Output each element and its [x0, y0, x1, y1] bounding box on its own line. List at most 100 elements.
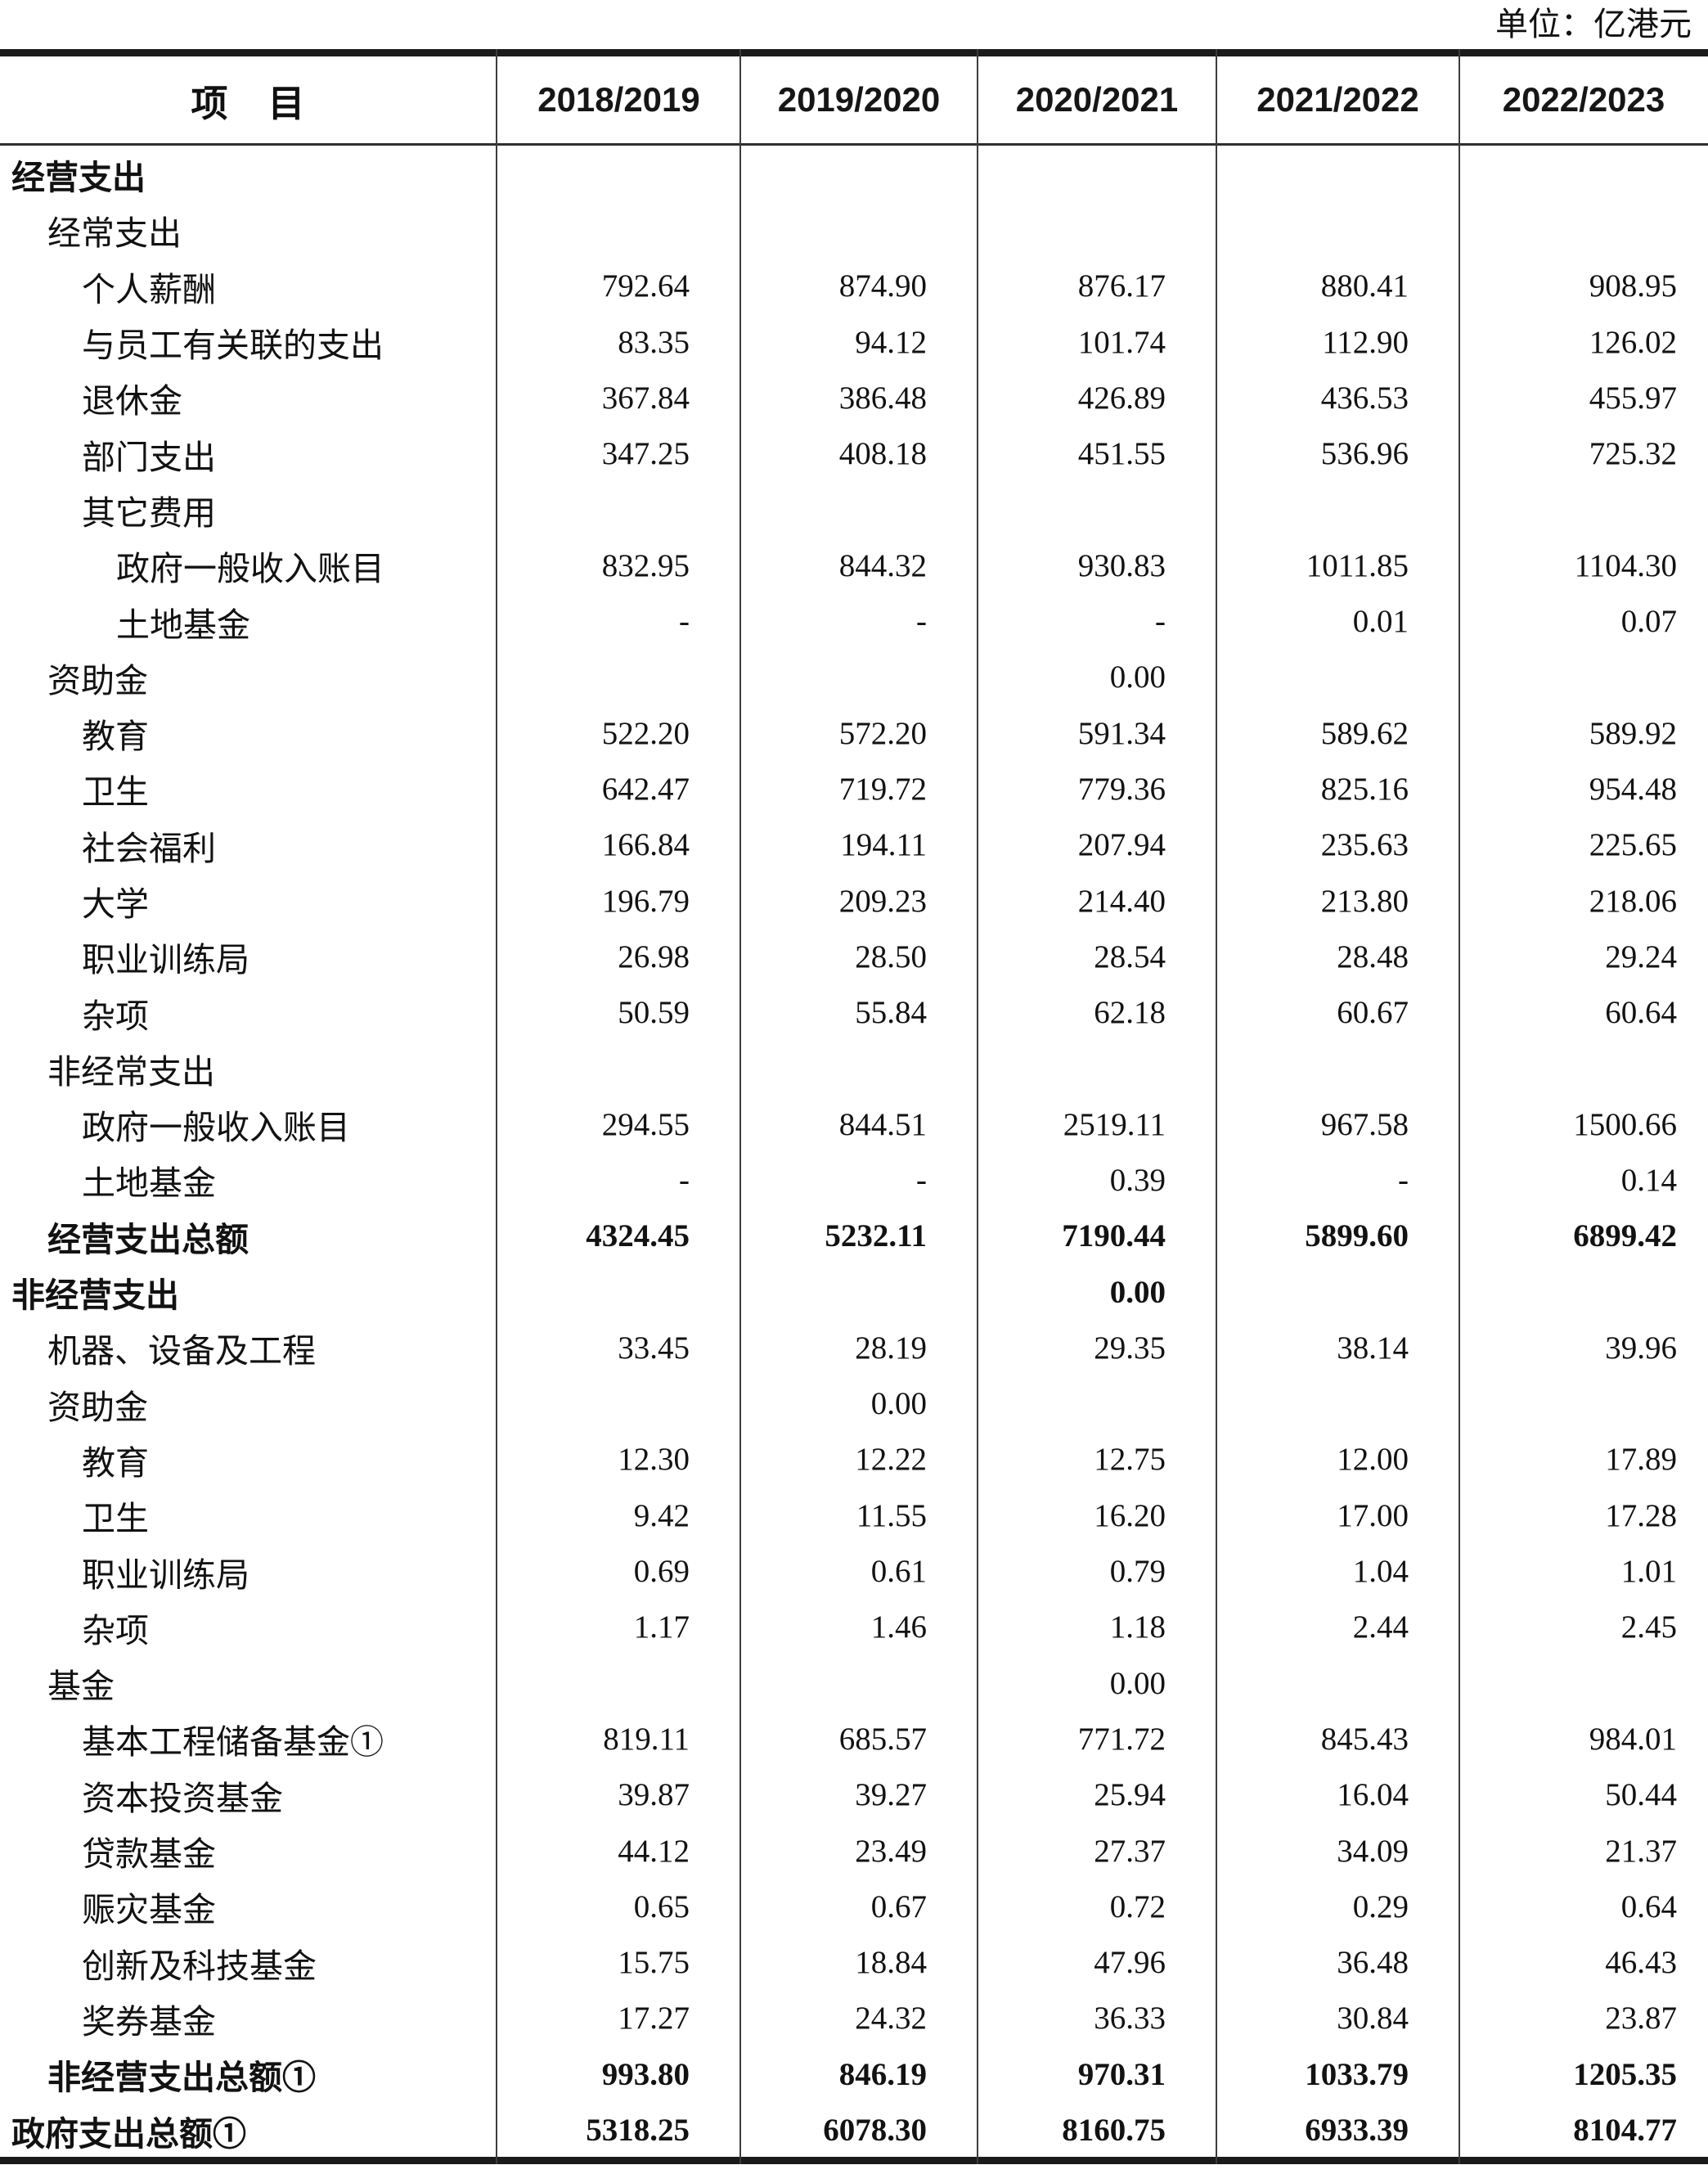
- table-row: 经营支出: [0, 146, 1708, 202]
- cell-value: 39.96: [1605, 1330, 1677, 1366]
- cell-value: 34.09: [1337, 1833, 1409, 1869]
- cell-value: 844.32: [838, 547, 927, 583]
- cell-value: 832.95: [601, 547, 690, 583]
- cell-value: 11.55: [856, 1497, 927, 1533]
- cell-value: 880.41: [1320, 268, 1409, 304]
- cell-value: 213.80: [1320, 883, 1409, 919]
- cell-value: 6933.39: [1305, 2113, 1409, 2149]
- row-label: 部门支出: [82, 438, 216, 476]
- cell-value: 970.31: [1077, 2056, 1166, 2092]
- column-divider: [1216, 49, 1217, 2164]
- cell-value: 26.98: [618, 938, 690, 974]
- cell-value: 572.20: [838, 715, 927, 751]
- cell-value: 908.95: [1589, 268, 1677, 304]
- cell-value: 0.07: [1620, 604, 1677, 640]
- cell-value: 12.22: [855, 1442, 927, 1478]
- row-label: 卫生: [82, 1500, 149, 1538]
- cell-value: 47.96: [1094, 1945, 1166, 1981]
- cell-value: -: [679, 1162, 690, 1198]
- year-column-header: 2022/2023: [1502, 80, 1665, 119]
- cell-value: 8160.75: [1062, 2113, 1166, 2149]
- cell-value: 685.57: [838, 1721, 927, 1757]
- table-row: 社会福利 166.84 194.11 207.94 235.63 225.65: [0, 817, 1708, 873]
- cell-value: 0.65: [633, 1888, 690, 1924]
- row-label: 资助金: [47, 661, 148, 700]
- cell-value: 771.72: [1077, 1721, 1166, 1757]
- table-row: 土地基金 - - 0.39 - 0.14: [0, 1152, 1708, 1208]
- table-row: 个人薪酬 792.64 874.90 876.17 880.41 908.95: [0, 259, 1708, 314]
- cell-value: 725.32: [1589, 436, 1677, 472]
- cell-value: 825.16: [1320, 771, 1409, 807]
- cell-value: 209.23: [838, 883, 927, 919]
- cell-value: 1500.66: [1573, 1106, 1677, 1142]
- row-label: 职业训练局: [82, 941, 249, 979]
- cell-value: 0.00: [1109, 1665, 1166, 1701]
- row-label: 政府支出总额①: [11, 2114, 246, 2153]
- column-divider: [977, 49, 978, 2164]
- row-label: 杂项: [82, 1611, 149, 1650]
- row-label: 退休金: [82, 382, 182, 421]
- row-label: 贷款基金: [82, 1835, 216, 1874]
- cell-value: 39.27: [855, 1777, 927, 1813]
- row-label: 大学: [82, 885, 149, 923]
- cell-value: 0.61: [870, 1554, 927, 1590]
- cell-value: 25.94: [1094, 1777, 1166, 1813]
- cell-value: 819.11: [603, 1721, 690, 1757]
- cell-value: 16.04: [1337, 1777, 1409, 1813]
- cell-value: 0.64: [1620, 1888, 1677, 1924]
- cell-value: 367.84: [601, 380, 690, 416]
- cell-value: 4324.45: [586, 1218, 690, 1254]
- cell-value: 33.45: [618, 1330, 690, 1366]
- cell-value: 16.20: [1094, 1497, 1166, 1533]
- table-row: 赈灾基金 0.65 0.67 0.72 0.29 0.64: [0, 1879, 1708, 1934]
- row-label: 教育: [82, 1443, 149, 1482]
- cell-value: 0.29: [1352, 1888, 1409, 1924]
- cell-value: 0.39: [1109, 1162, 1166, 1198]
- cell-value: 0.69: [633, 1554, 690, 1590]
- cell-value: 0.14: [1620, 1162, 1677, 1198]
- cell-value: 94.12: [855, 324, 927, 360]
- cell-value: -: [1398, 1162, 1409, 1198]
- cell-value: 44.12: [618, 1833, 690, 1869]
- cell-value: 930.83: [1077, 547, 1166, 583]
- year-column-header: 2020/2021: [1015, 80, 1179, 119]
- table-row: 非经营支出总额① 993.80 846.19 970.31 1033.79 1205.35: [0, 2046, 1708, 2102]
- table-row: 经常支出: [0, 202, 1708, 258]
- cell-value: 1.04: [1352, 1554, 1409, 1590]
- cell-value: 112.90: [1322, 324, 1409, 360]
- table-row: 杂项 1.17 1.46 1.18 2.44 2.45: [0, 1600, 1708, 1655]
- cell-value: 29.35: [1094, 1330, 1166, 1366]
- table-row: 基金 0.00: [0, 1655, 1708, 1711]
- cell-value: 1033.79: [1305, 2056, 1409, 2092]
- row-label: 土地基金: [116, 605, 250, 644]
- row-label: 教育: [82, 718, 149, 756]
- year-column-header: 2021/2022: [1256, 80, 1419, 119]
- cell-value: 23.49: [855, 1833, 927, 1869]
- table-row: 与员工有关联的支出 83.35 94.12 101.74 112.90 126.02: [0, 314, 1708, 370]
- row-label: 政府一般收入账目: [82, 1109, 350, 1147]
- table-row: 资助金 0.00: [0, 650, 1708, 705]
- cell-value: 46.43: [1605, 1945, 1677, 1981]
- cell-value: 36.48: [1337, 1945, 1409, 1981]
- cell-value: 194.11: [840, 827, 927, 863]
- cell-value: 28.54: [1094, 938, 1166, 974]
- cell-value: 876.17: [1077, 268, 1166, 304]
- cell-value: -: [916, 604, 927, 640]
- cell-value: 1.01: [1620, 1554, 1677, 1590]
- table-row: 部门支出 347.25 408.18 451.55 536.96 725.32: [0, 425, 1708, 481]
- row-label: 经营支出总额: [47, 1220, 249, 1258]
- row-label: 资本投资基金: [82, 1779, 283, 1817]
- cell-value: 30.84: [1337, 2001, 1409, 2037]
- cell-value: 0.00: [1109, 659, 1166, 695]
- cell-value: 846.19: [838, 2056, 927, 2092]
- cell-value: 2.45: [1620, 1609, 1677, 1645]
- table-row: 奖券基金 17.27 24.32 36.33 30.84 23.87: [0, 1991, 1708, 2046]
- unit-label: 单位：亿港元: [1495, 6, 1692, 43]
- cell-value: 779.36: [1077, 771, 1166, 807]
- cell-value: 60.67: [1337, 995, 1409, 1031]
- cell-value: 12.00: [1337, 1442, 1409, 1478]
- cell-value: 536.96: [1320, 436, 1409, 472]
- column-divider: [496, 49, 497, 2164]
- table-header-row: 项 目 2018/2019 2019/2020 2020/2021 2021/2…: [0, 56, 1708, 143]
